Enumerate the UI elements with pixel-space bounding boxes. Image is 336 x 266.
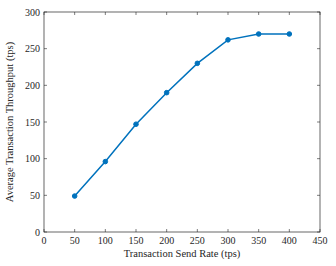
- x-tick: [197, 229, 198, 232]
- x-tick-label: 350: [251, 235, 266, 246]
- y-tick: [44, 48, 47, 49]
- y-tick-right: [317, 122, 320, 123]
- y-tick-right: [317, 158, 320, 159]
- y-tick-label: 250: [25, 43, 40, 54]
- data-point: [287, 32, 292, 37]
- y-tick-right: [317, 48, 320, 49]
- x-tick-top: [197, 12, 198, 15]
- data-point: [134, 122, 139, 127]
- plot-frame: [44, 12, 320, 232]
- y-axis-label: Average Transaction Throughput (tps): [4, 41, 16, 202]
- y-tick-label: 50: [30, 190, 40, 201]
- x-tick-top: [289, 12, 290, 15]
- x-tick-label: 450: [313, 235, 328, 246]
- y-tick-label: 0: [35, 227, 40, 238]
- x-tick-label: 100: [98, 235, 113, 246]
- x-tick: [289, 229, 290, 232]
- x-tick: [228, 229, 229, 232]
- data-point: [256, 32, 261, 37]
- x-tick: [105, 229, 106, 232]
- x-tick-top: [228, 12, 229, 15]
- x-axis-label: Transaction Send Rate (tps): [124, 248, 241, 260]
- data-group: [72, 32, 291, 199]
- y-tick-label: 200: [25, 80, 40, 91]
- x-tick-top: [74, 12, 75, 15]
- x-tick-top: [166, 12, 167, 15]
- x-tick-label: 50: [70, 235, 80, 246]
- data-point: [72, 194, 77, 199]
- background: [0, 0, 336, 266]
- data-point: [103, 159, 108, 164]
- y-tick: [44, 158, 47, 159]
- data-point: [164, 90, 169, 95]
- y-tick: [44, 122, 47, 123]
- x-tick-label: 250: [190, 235, 205, 246]
- y-tick-right: [317, 195, 320, 196]
- x-tick-label: 0: [42, 235, 47, 246]
- data-point: [195, 61, 200, 66]
- x-tick-label: 300: [221, 235, 236, 246]
- x-tick: [136, 229, 137, 232]
- x-tick-top: [258, 12, 259, 15]
- x-tick: [74, 229, 75, 232]
- y-tick-label: 100: [25, 153, 40, 164]
- chart-svg: 0 50 100 150 200 250 300 350 400 450 0 50 100 150 200 2…: [0, 0, 336, 266]
- x-tick-label: 150: [129, 235, 144, 246]
- y-tick-label: 300: [25, 7, 40, 18]
- y-tick: [44, 195, 47, 196]
- y-tick: [44, 85, 47, 86]
- x-tick: [258, 229, 259, 232]
- chart-container: 0 50 100 150 200 250 300 350 400 450 0 50 100 150 200 2…: [0, 0, 336, 266]
- x-tick-top: [105, 12, 106, 15]
- series-line: [75, 34, 290, 196]
- x-tick-label: 400: [282, 235, 297, 246]
- x-tick-label: 200: [159, 235, 174, 246]
- y-tick-right: [317, 85, 320, 86]
- x-tick-top: [136, 12, 137, 15]
- data-point: [226, 38, 231, 43]
- y-tick-label: 150: [25, 117, 40, 128]
- x-tick: [166, 229, 167, 232]
